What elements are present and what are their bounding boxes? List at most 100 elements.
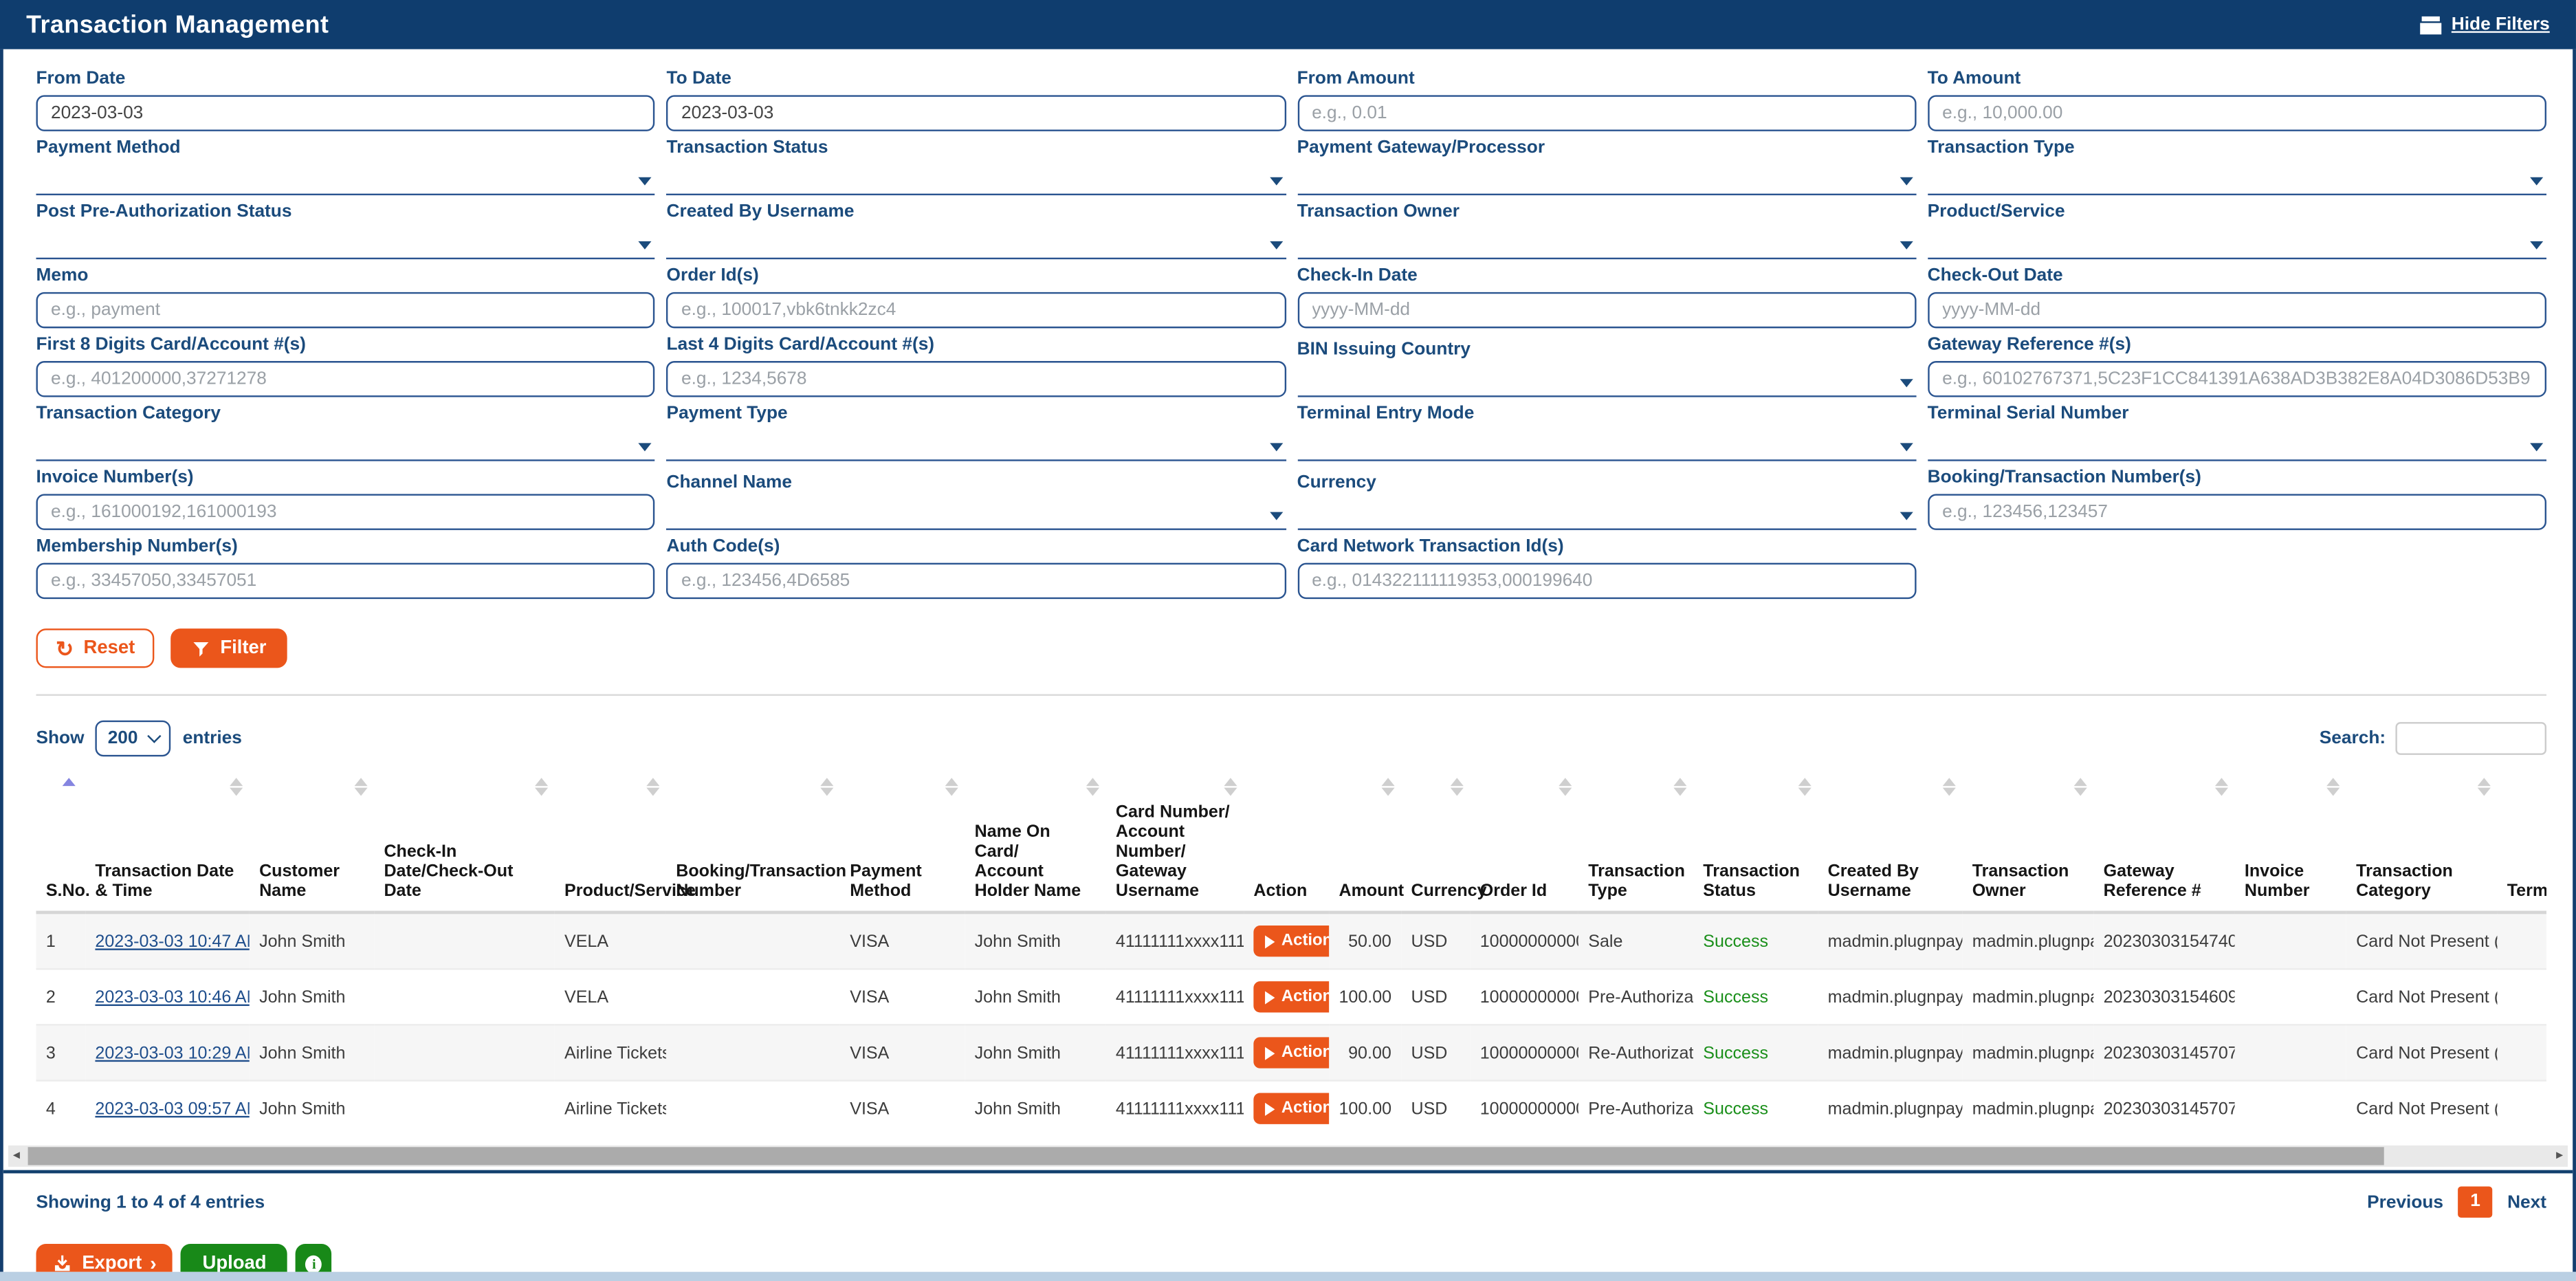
cardnumber-cell: 41111111xxxx1111 (1106, 970, 1244, 1025)
transaction-datetime-link[interactable]: 2023-03-03 10:47 AM EST (95, 932, 249, 952)
datetime-cell: 2023-03-03 10:47 AM EST (85, 913, 250, 970)
caret-down-icon (147, 729, 161, 743)
txcategory-cell: Card Not Present (CNP) (2346, 1025, 2498, 1081)
filter-input-gateway-reference-s[interactable] (1928, 361, 2546, 397)
filter-input-invoice-number-s[interactable] (36, 494, 655, 530)
column-header-product[interactable]: Product/Service (555, 773, 666, 913)
filter-select-transaction-owner[interactable] (1297, 228, 1916, 259)
transaction-datetime-link[interactable]: 2023-03-03 09:57 AM EST (95, 1099, 249, 1119)
column-header-terminal[interactable]: Termina (2497, 773, 2546, 913)
filter-select-payment-type[interactable] (667, 430, 1286, 461)
transaction-datetime-link[interactable]: 2023-03-03 10:46 AM EST (95, 987, 249, 1007)
column-header-invoice[interactable]: Invoice Number (2235, 773, 2346, 913)
scrollbar-thumb[interactable] (28, 1148, 2384, 1165)
filter-input-from-date[interactable] (36, 95, 655, 131)
column-header-orderid[interactable]: Order Id (1470, 773, 1578, 913)
column-header-action: Action (1244, 773, 1329, 913)
column-header-nameoncard[interactable]: Name On Card/ Account Holder Name (965, 773, 1105, 913)
next-page-button[interactable]: Next (2507, 1193, 2546, 1213)
column-header-txcategory[interactable]: Transaction Category (2346, 773, 2498, 913)
filter-label: Post Pre-Authorization Status (36, 202, 655, 222)
filter-select-post-pre-authorization-status[interactable] (36, 228, 655, 259)
filter-input-order-id-s[interactable] (667, 292, 1286, 329)
export-button[interactable]: Export › (36, 1245, 173, 1272)
column-header-currency[interactable]: Currency (1401, 773, 1470, 913)
main-panel: From DateTo DateFrom AmountTo AmountPaym… (0, 50, 2576, 1272)
column-header-booking[interactable]: Booking/Transaction Number (666, 773, 840, 913)
showing-entries-text: Showing 1 to 4 of 4 entries (36, 1193, 265, 1213)
paymethod-cell: VISA (840, 1081, 965, 1136)
column-header-txtype[interactable]: Transaction Type (1578, 773, 1693, 913)
search-input[interactable] (2395, 722, 2546, 755)
action-button[interactable]: Action (1253, 926, 1329, 957)
upload-button[interactable]: Upload (181, 1245, 288, 1272)
table-summary-row: Showing 1 to 4 of 4 entries Previous 1 N… (36, 1187, 2546, 1218)
customer-cell: John Smith (250, 1025, 374, 1081)
filter-select-created-by-username[interactable] (667, 228, 1286, 259)
filter-select-product-service[interactable] (1928, 228, 2546, 259)
filter-select-bin-issuing-country[interactable] (1297, 366, 1916, 397)
filter-input-check-in-date[interactable] (1297, 292, 1916, 329)
column-header-sno[interactable]: S.No. (36, 773, 86, 913)
filter-input-auth-code-s[interactable] (667, 563, 1286, 600)
checkin-cell (374, 1025, 555, 1081)
sort-icon (1673, 778, 1686, 796)
column-header-txowner[interactable]: Transaction Owner (1962, 773, 2093, 913)
arrow-right-icon[interactable]: ► (2551, 1146, 2568, 1168)
column-header-gatewayref[interactable]: Gateway Reference # (2093, 773, 2234, 913)
filter-label: From Amount (1297, 69, 1916, 89)
filter-input-to-amount[interactable] (1928, 95, 2546, 131)
action-cell: Action (1244, 970, 1329, 1025)
column-header-paymethod[interactable]: Payment Method (840, 773, 965, 913)
column-header-createdby[interactable]: Created By Username (1818, 773, 1962, 913)
filter-input-first-8-digits-card-account-s[interactable] (36, 361, 655, 397)
column-header-checkin[interactable]: Check-In Date/Check-Out Date (374, 773, 555, 913)
horizontal-scrollbar[interactable]: ◄ ► (8, 1146, 2568, 1168)
cardnumber-cell: 41111111xxxx1111 (1106, 1025, 1244, 1081)
currency-cell: USD (1401, 913, 1470, 970)
filter-input-last-4-digits-card-account-s[interactable] (667, 361, 1286, 397)
column-header-amount[interactable]: Amount (1329, 773, 1401, 913)
filter-input-memo[interactable] (36, 292, 655, 329)
hide-filters-button[interactable]: Hide Filters (2420, 14, 2549, 34)
filter-input-to-date[interactable] (667, 95, 1286, 131)
filter-select-terminal-serial-number[interactable] (1928, 430, 2546, 461)
currency-cell: USD (1401, 1081, 1470, 1136)
filter-label: Invoice Number(s) (36, 468, 655, 488)
filter-select-terminal-entry-mode[interactable] (1297, 430, 1916, 461)
filter-input-card-network-transaction-id-s[interactable] (1297, 563, 1916, 600)
filter-button[interactable]: Filter (171, 628, 288, 668)
filter-input-from-amount[interactable] (1297, 95, 1916, 131)
filter-select-payment-gateway-processor[interactable] (1297, 164, 1916, 195)
filter-select-transaction-category[interactable] (36, 430, 655, 461)
caret-down-icon (2530, 241, 2543, 250)
filter-select-transaction-status[interactable] (667, 164, 1286, 195)
filter-field-terminal-serial-number: Terminal Serial Number (1928, 404, 2546, 461)
action-cell: Action (1244, 1081, 1329, 1136)
action-button[interactable]: Action (1253, 1093, 1329, 1124)
filter-select-payment-method[interactable] (36, 164, 655, 195)
reset-button[interactable]: ↻ Reset (36, 628, 155, 668)
filter-field-payment-gateway-processor: Payment Gateway/Processor (1297, 138, 1916, 195)
filter-input-booking-transaction-number-s[interactable] (1928, 494, 2546, 530)
action-button[interactable]: Action (1253, 1038, 1329, 1069)
filter-input-membership-number-s[interactable] (36, 563, 655, 600)
filter-select-channel-name[interactable] (667, 499, 1286, 530)
filter-select-currency[interactable] (1297, 499, 1916, 530)
filter-input-check-out-date[interactable] (1928, 292, 2546, 329)
transaction-datetime-link[interactable]: 2023-03-03 10:29 AM EST (95, 1043, 249, 1063)
upload-info-button[interactable]: i (296, 1245, 333, 1272)
caret-down-icon (1900, 379, 1913, 387)
filter-select-transaction-type[interactable] (1928, 164, 2546, 195)
filter-label: Channel Name (667, 472, 1286, 492)
page-length-select[interactable]: 200 (96, 721, 171, 757)
arrow-left-icon[interactable]: ◄ (8, 1146, 25, 1168)
previous-page-button[interactable]: Previous (2367, 1193, 2443, 1213)
sort-icon (1224, 778, 1237, 796)
column-header-datetime[interactable]: Transaction Date & Time (85, 773, 250, 913)
page-1-button[interactable]: 1 (2458, 1187, 2492, 1218)
column-header-txstatus[interactable]: Transaction Status (1693, 773, 1818, 913)
action-button[interactable]: Action (1253, 982, 1329, 1013)
column-header-cardnumber[interactable]: Card Number/ Account Number/ Gateway Use… (1106, 773, 1244, 913)
column-header-customer[interactable]: Customer Name (250, 773, 374, 913)
